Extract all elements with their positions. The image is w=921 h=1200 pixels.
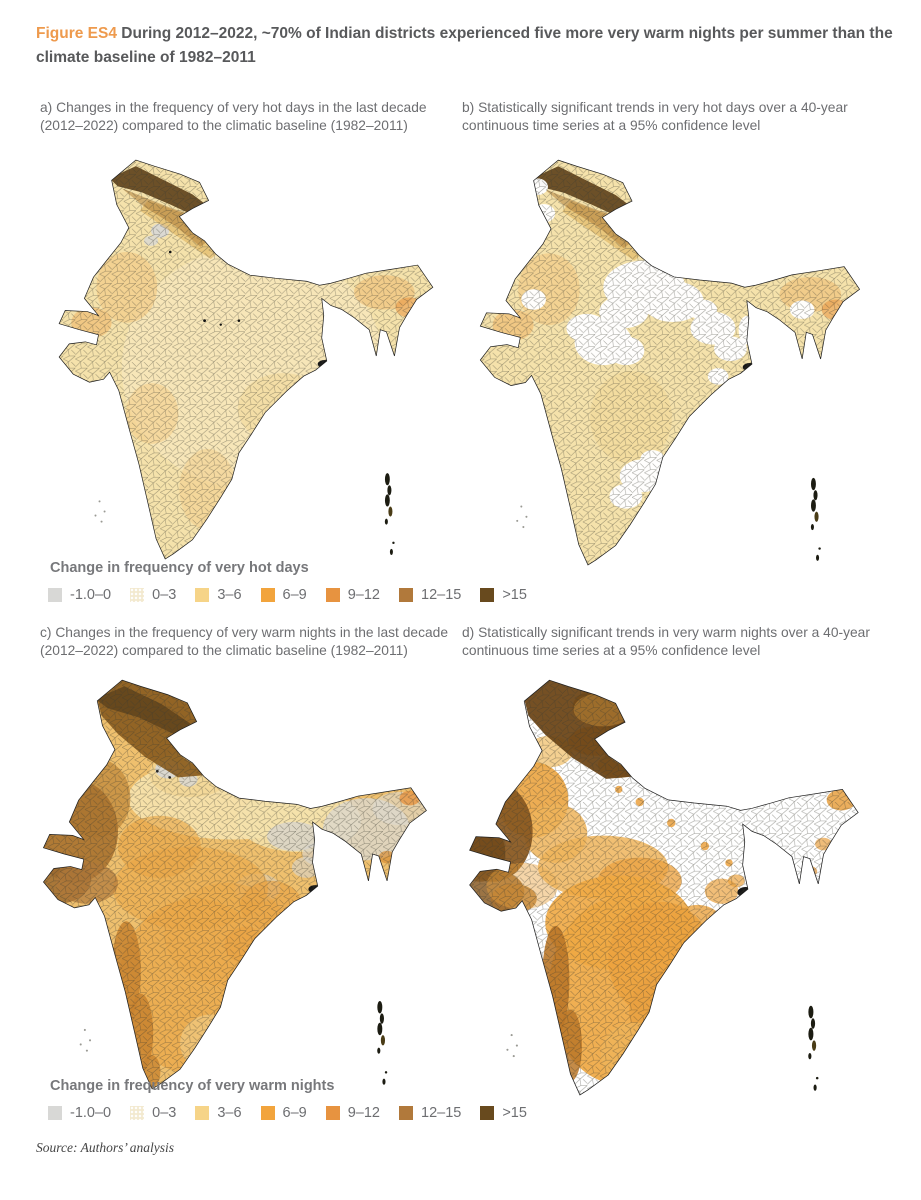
legend-swatch [195, 1106, 210, 1120]
legend-swatch [260, 1106, 275, 1120]
legend-hot-days-title: Change in frequency of very hot days [50, 560, 309, 576]
legend-swatch [130, 1106, 145, 1120]
figure-label: Figure ES4 [36, 25, 117, 42]
map-panel-a [46, 156, 450, 560]
legend-bin-label: 9–12 [347, 587, 380, 603]
legend-item: 3–6 [195, 1105, 242, 1121]
legend-swatch [130, 588, 145, 602]
panel-b-caption: b) Statistically significant trends in v… [462, 100, 848, 134]
legend-item: 0–3 [130, 1105, 176, 1121]
legend-bin-label: 0–3 [152, 1105, 177, 1121]
legend-item: >15 [480, 1105, 527, 1121]
legend-hot-days: Change in frequency of very hot days -1.… [48, 560, 527, 603]
legend-swatch [195, 588, 210, 602]
legend-swatch [325, 588, 340, 602]
legend-warm-nights-title: Change in frequency of very warm nights [50, 1078, 335, 1094]
legend-bin-label: 3–6 [217, 1105, 242, 1121]
legend-item: 0–3 [130, 587, 176, 603]
map-panel-d [452, 676, 880, 1096]
panel-a-caption: a) Changes in the frequency of very hot … [40, 100, 427, 134]
legend-bin-label: 12–15 [421, 1105, 462, 1121]
legend-swatch [48, 1106, 62, 1120]
legend-bin-label: -1.0–0 [70, 1105, 112, 1121]
source-note: Source: Authors’ analysis [36, 1140, 174, 1155]
figure-title-text: During 2012–2022, ~70% of Indian distric… [36, 25, 893, 67]
legend-bin-label: 0–3 [152, 587, 177, 603]
legend-bin-label: 9–12 [347, 1105, 380, 1121]
legend-item: -1.0–0 [48, 587, 111, 603]
legend-item: 12–15 [399, 587, 461, 603]
legend-hot-days-row: -1.0–0 0–3 3–6 6–9 9–12 12–15 >15 [48, 587, 527, 603]
legend-bin-label: >15 [502, 1105, 527, 1121]
legend-swatch [325, 1106, 340, 1120]
legend-bin-label: >15 [502, 587, 527, 603]
legend-warm-nights-row: -1.0–0 0–3 3–6 6–9 9–12 12–15 >15 [48, 1105, 527, 1121]
legend-bin-label: 6–9 [282, 1105, 307, 1121]
figure-title-block: Figure ES4 During 2012–2022, ~70% of Ind… [36, 22, 894, 70]
legend-item: >15 [480, 587, 527, 603]
legend-bin-label: 6–9 [282, 587, 307, 603]
legend-item: 6–9 [260, 587, 307, 603]
legend-warm-nights: Change in frequency of very warm nights … [48, 1078, 527, 1121]
legend-swatch [399, 588, 413, 602]
panel-c-caption: c) Changes in the frequency of very warm… [40, 625, 448, 659]
legend-item: -1.0–0 [48, 1105, 111, 1121]
legend-item: 12–15 [399, 1105, 461, 1121]
panel-d-caption: d) Statistically significant trends in v… [462, 625, 870, 659]
legend-swatch [480, 588, 495, 602]
legend-item: 9–12 [325, 1105, 380, 1121]
legend-swatch [399, 1106, 413, 1120]
map-panel-c [28, 676, 446, 1090]
legend-item: 9–12 [325, 587, 380, 603]
legend-swatch [480, 1106, 495, 1120]
legend-item: 6–9 [260, 1105, 307, 1121]
legend-swatch [48, 588, 62, 602]
legend-swatch [260, 588, 275, 602]
legend-bin-label: -1.0–0 [70, 587, 112, 603]
legend-bin-label: 3–6 [217, 587, 242, 603]
legend-item: 3–6 [195, 587, 242, 603]
legend-bin-label: 12–15 [421, 587, 462, 603]
map-panel-b [468, 156, 876, 566]
